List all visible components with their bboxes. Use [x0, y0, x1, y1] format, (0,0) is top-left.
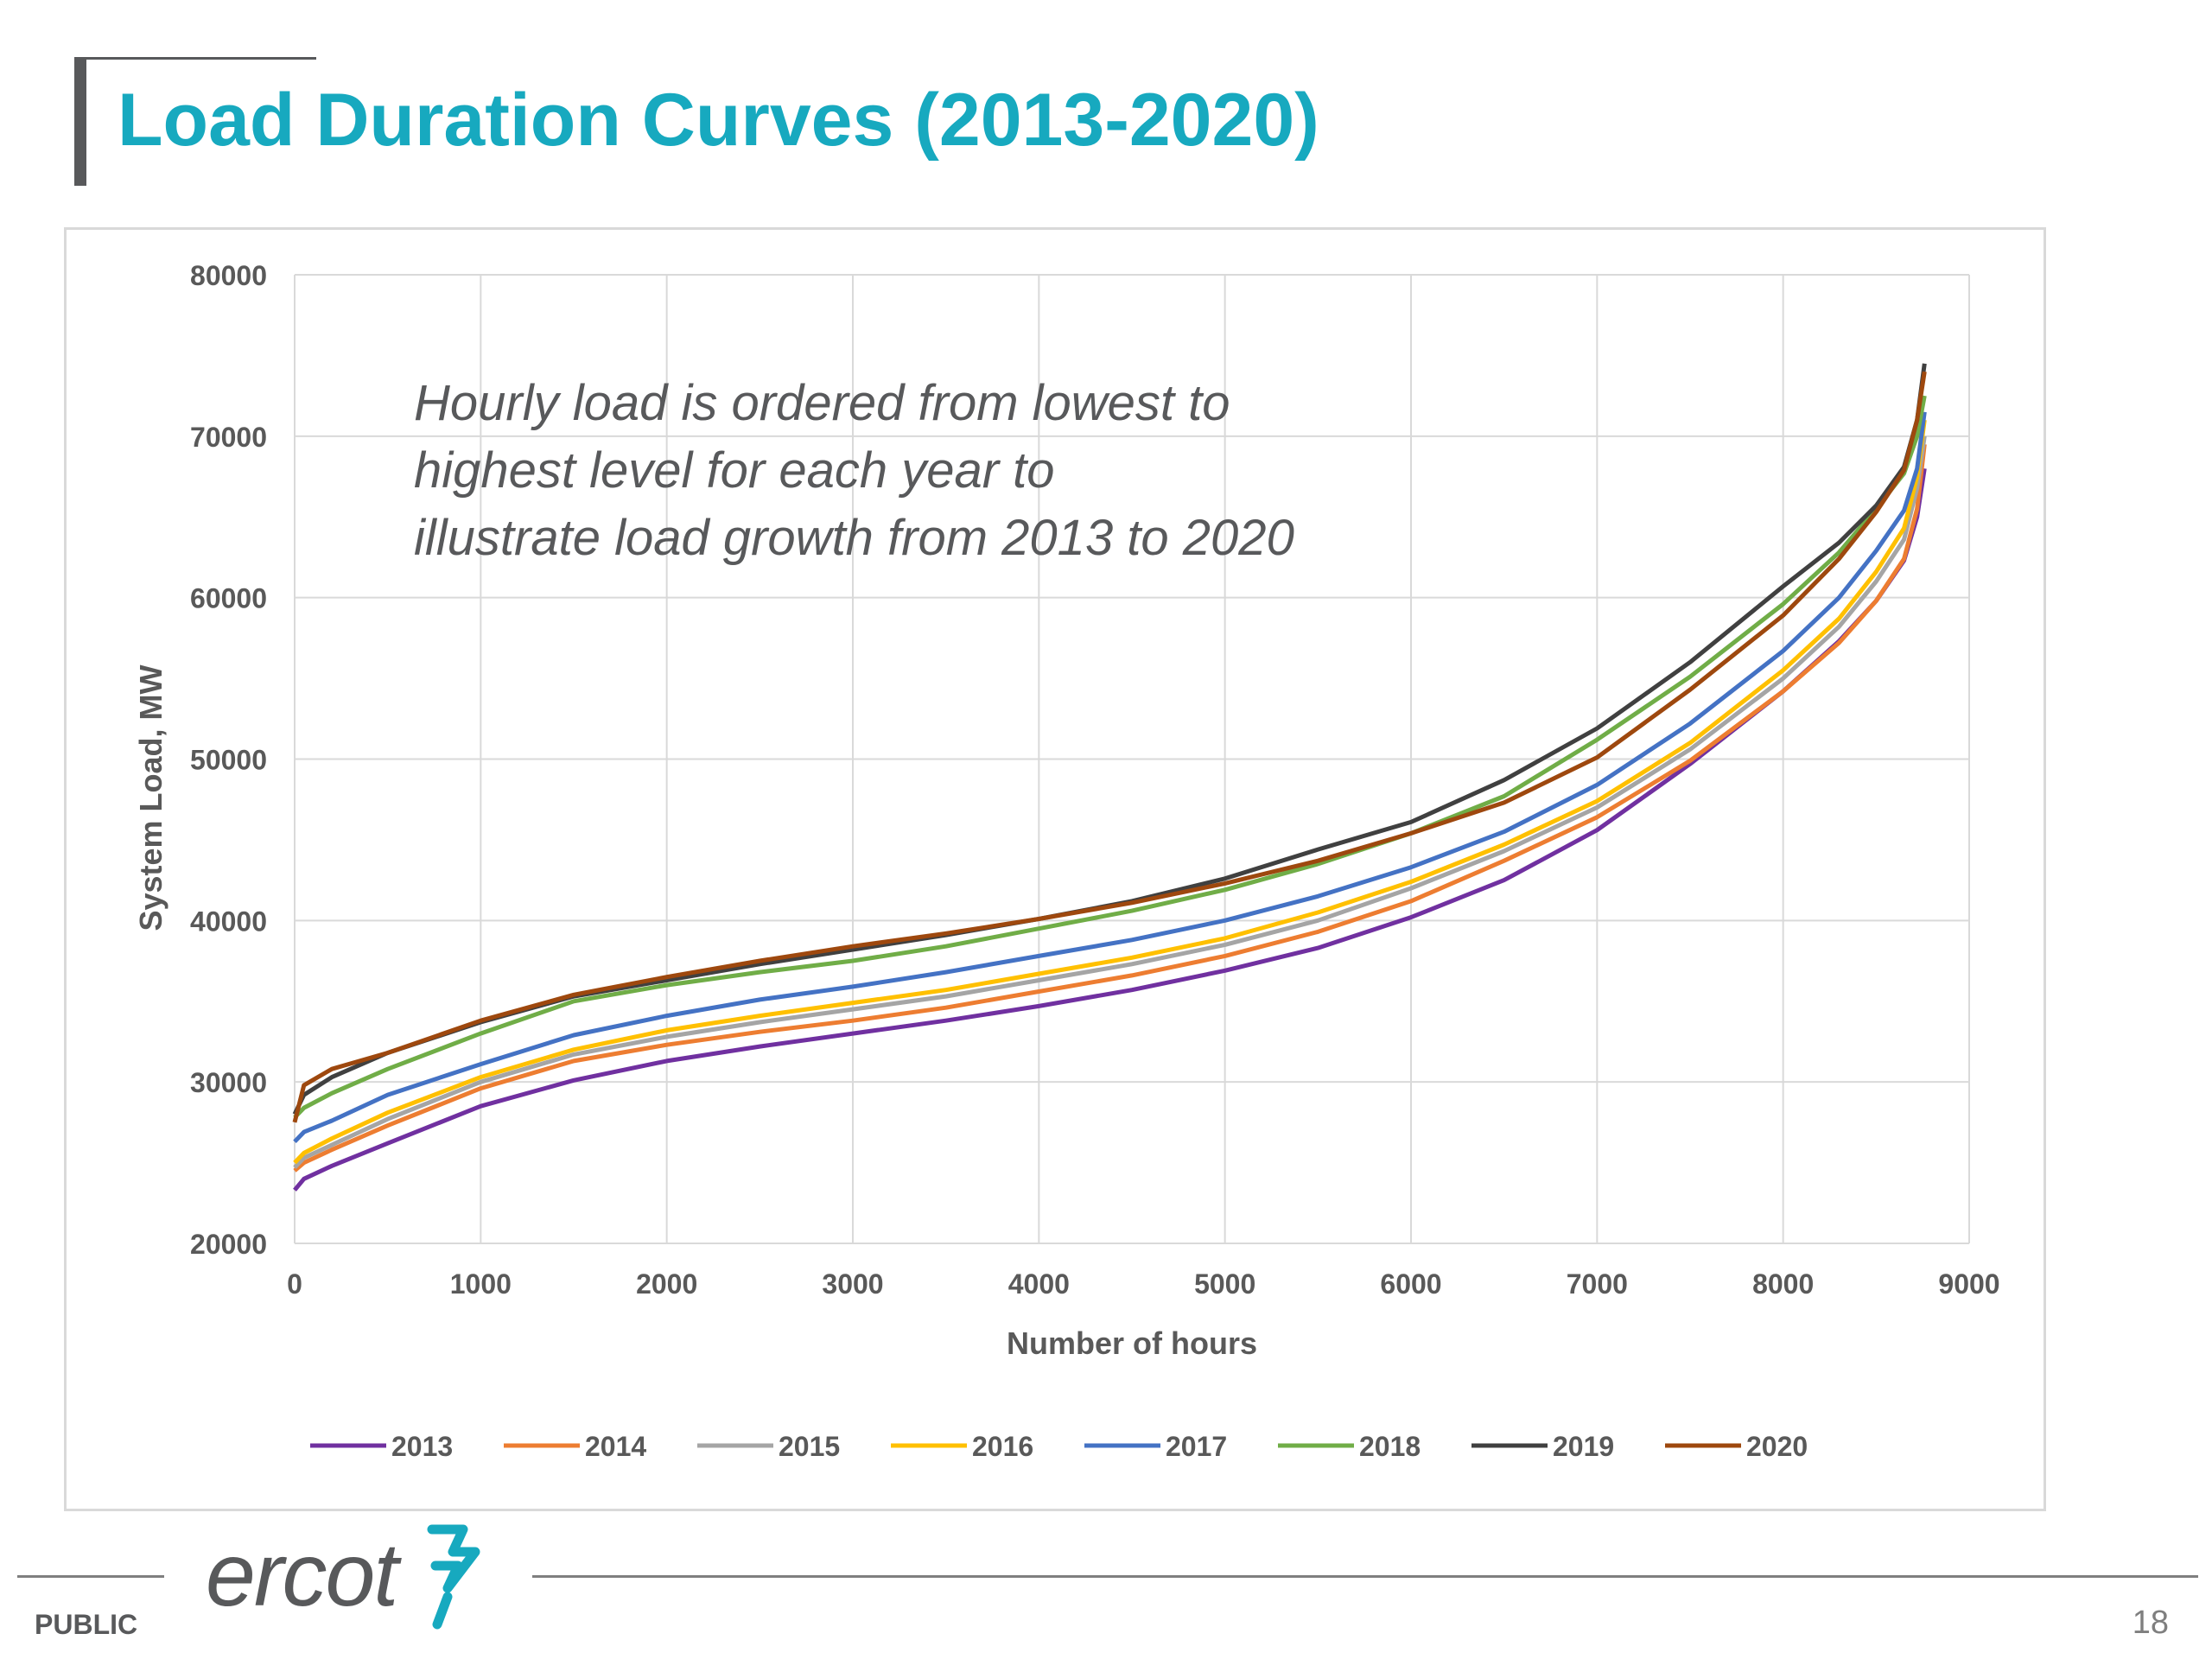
series-line-2015	[293, 435, 1927, 1169]
x-tick-label: 7000	[1567, 1268, 1628, 1300]
series-line-2020	[292, 371, 1927, 1123]
series-line-2018	[293, 395, 1927, 1120]
legend-label-2017: 2017	[1166, 1431, 1227, 1462]
footer-rule-left	[17, 1575, 164, 1578]
y-axis-label: System Load, MW	[133, 664, 168, 931]
legend-label-2020: 2020	[1746, 1431, 1808, 1462]
axes: 20000 30000 40000 50000 60000 70000 80000 0 1000…	[190, 260, 2000, 1300]
legend-label-2016: 2016	[972, 1431, 1033, 1462]
x-tick-label: 3000	[822, 1268, 883, 1300]
annotation-line: illustrate load growth from 2013 to 2020	[414, 510, 1294, 566]
annotation-line: Hourly load is ordered from lowest to	[414, 375, 1230, 431]
series-lines	[292, 363, 1927, 1192]
legend-label-2018: 2018	[1359, 1431, 1421, 1462]
x-tick-label: 6000	[1380, 1268, 1441, 1300]
y-tick-label: 70000	[190, 422, 267, 453]
series-line-2017	[293, 411, 1927, 1144]
y-tick-label: 80000	[190, 260, 267, 291]
series-line-2016	[293, 419, 1927, 1165]
legend-label-2013: 2013	[391, 1431, 453, 1462]
y-tick-label: 30000	[190, 1067, 267, 1098]
legend-label-2014: 2014	[585, 1431, 646, 1462]
x-tick-label: 1000	[450, 1268, 512, 1300]
legend-label-2019: 2019	[1553, 1431, 1614, 1462]
chart-annotation: Hourly load is ordered from lowest to hig…	[414, 375, 1294, 566]
title-accent-bar	[74, 57, 86, 186]
classification-label: PUBLIC	[35, 1609, 138, 1640]
ercot-bolt-icon	[427, 1524, 480, 1630]
y-tick-label: 50000	[190, 745, 267, 776]
x-tick-label: 4000	[1008, 1268, 1070, 1300]
page-number: 18	[2132, 1605, 2169, 1641]
x-tick-label: 2000	[636, 1268, 697, 1300]
legend-label-2015: 2015	[779, 1431, 840, 1462]
grid-lines	[294, 274, 1970, 1244]
y-tick-label: 40000	[190, 906, 267, 937]
x-tick-label: 8000	[1752, 1268, 1814, 1300]
x-tick-label: 0	[287, 1268, 302, 1300]
ercot-logo: ercot	[206, 1524, 480, 1630]
y-tick-label: 60000	[190, 583, 267, 614]
x-tick-label: 5000	[1194, 1268, 1255, 1300]
chart-frame: 20000 30000 40000 50000 60000 70000 80000 0 1000…	[64, 227, 2046, 1511]
title-rule	[74, 57, 316, 60]
annotation-line: highest level for each year to	[414, 442, 1055, 499]
x-tick-label: 9000	[1938, 1268, 1999, 1300]
y-tick-label: 20000	[190, 1229, 267, 1260]
footer-rule-right	[532, 1575, 2198, 1578]
series-line-2014	[293, 443, 1927, 1173]
slide-title: Load Duration Curves (2013-2020)	[118, 79, 1319, 162]
legend: 2013 2014 2015 2016 2017 2018 2019 2020	[310, 1431, 1808, 1462]
x-axis-label: Number of hours	[1007, 1325, 1257, 1361]
load-duration-chart: 20000 30000 40000 50000 60000 70000 80000 0 1000…	[133, 260, 2000, 1462]
svg-text:ercot: ercot	[206, 1525, 402, 1625]
